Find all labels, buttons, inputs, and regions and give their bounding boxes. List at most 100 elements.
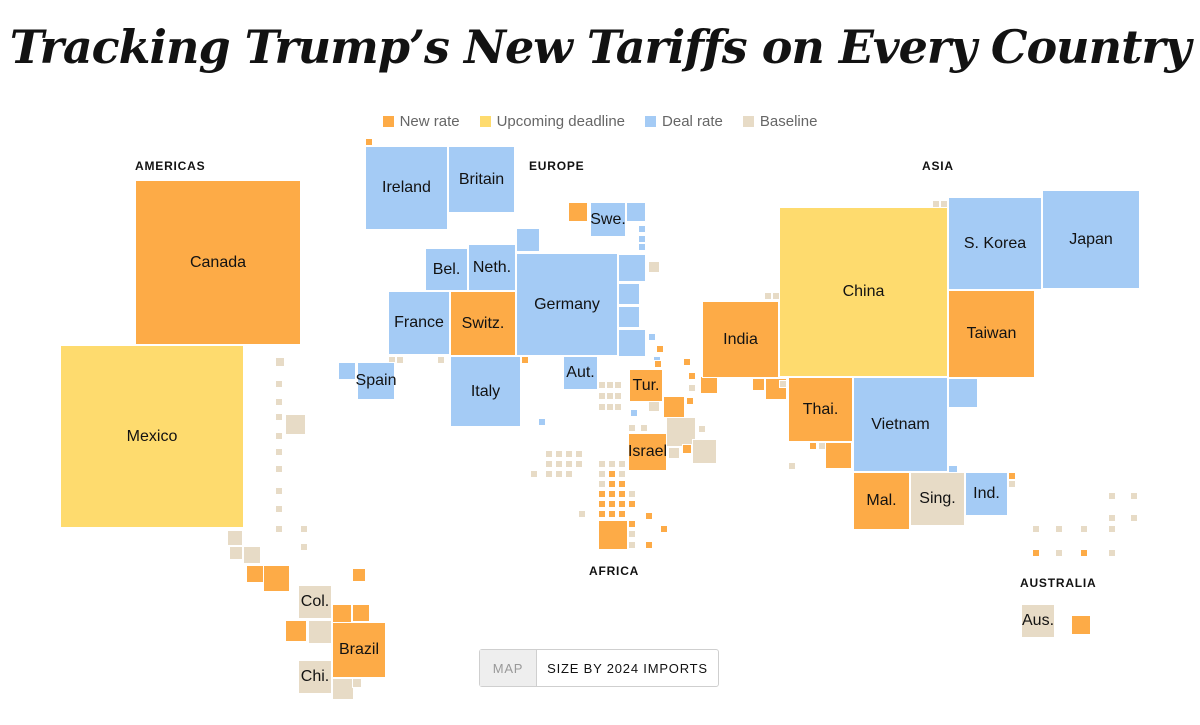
country-square[interactable] xyxy=(275,525,283,533)
country-square[interactable] xyxy=(275,357,285,367)
country-square[interactable] xyxy=(530,470,538,478)
map-view-button[interactable]: MAP xyxy=(480,650,537,686)
country-austria[interactable]: Aut. xyxy=(563,356,598,390)
country-square[interactable] xyxy=(578,510,586,518)
country-switzerland[interactable]: Switz. xyxy=(450,291,516,356)
country-square[interactable] xyxy=(555,460,563,468)
country-square[interactable] xyxy=(598,381,606,389)
country-italy[interactable]: Italy xyxy=(450,356,521,427)
country-square[interactable] xyxy=(565,460,573,468)
country-square[interactable] xyxy=(275,465,283,473)
country-square[interactable] xyxy=(598,490,606,498)
country-square[interactable] xyxy=(764,292,772,300)
country-square[interactable] xyxy=(275,380,283,388)
country-square[interactable] xyxy=(1108,492,1116,500)
country-malaysia[interactable]: Mal. xyxy=(853,472,910,530)
country-square[interactable] xyxy=(437,356,445,364)
country-square[interactable] xyxy=(1108,549,1116,557)
country-square[interactable] xyxy=(809,442,817,450)
country-square[interactable] xyxy=(648,261,660,273)
country-square[interactable] xyxy=(683,358,691,366)
country-square[interactable] xyxy=(628,530,636,538)
country-square[interactable] xyxy=(275,398,283,406)
country-square[interactable] xyxy=(1130,514,1138,522)
country-mexico[interactable]: Mexico xyxy=(60,345,244,528)
country-square[interactable] xyxy=(1032,525,1040,533)
country-square[interactable] xyxy=(538,418,546,426)
country-square[interactable] xyxy=(666,417,696,447)
country-square[interactable] xyxy=(1055,525,1063,533)
country-australia[interactable]: Aus. xyxy=(1021,604,1055,638)
country-square[interactable] xyxy=(656,345,664,353)
country-square[interactable] xyxy=(598,510,606,518)
country-chile[interactable]: Chi. xyxy=(298,660,332,694)
country-square[interactable] xyxy=(618,510,626,518)
country-square[interactable] xyxy=(555,450,563,458)
country-square[interactable] xyxy=(630,409,638,417)
country-square[interactable] xyxy=(598,500,606,508)
country-square[interactable] xyxy=(628,500,636,508)
country-square[interactable] xyxy=(618,500,626,508)
country-square[interactable] xyxy=(686,397,694,405)
country-square[interactable] xyxy=(1080,525,1088,533)
country-square[interactable] xyxy=(521,356,529,364)
country-south-korea[interactable]: S. Korea xyxy=(948,197,1042,290)
country-square[interactable] xyxy=(618,490,626,498)
country-square[interactable] xyxy=(275,413,283,421)
country-square[interactable] xyxy=(545,450,553,458)
country-square[interactable] xyxy=(598,470,606,478)
country-canada[interactable]: Canada xyxy=(135,180,301,345)
country-square[interactable] xyxy=(545,470,553,478)
country-square[interactable] xyxy=(516,228,540,252)
country-square[interactable] xyxy=(1080,549,1088,557)
country-square[interactable] xyxy=(598,460,606,468)
country-square[interactable] xyxy=(308,620,332,644)
country-singapore[interactable]: Sing. xyxy=(910,472,965,526)
country-square[interactable] xyxy=(229,546,243,560)
country-square[interactable] xyxy=(1008,480,1016,488)
country-square[interactable] xyxy=(275,487,283,495)
country-square[interactable] xyxy=(692,439,717,464)
country-square[interactable] xyxy=(628,541,636,549)
country-square[interactable] xyxy=(682,444,692,454)
country-square[interactable] xyxy=(243,546,261,564)
country-britain[interactable]: Britain xyxy=(448,146,515,213)
country-square[interactable] xyxy=(608,460,616,468)
country-square[interactable] xyxy=(275,505,283,513)
country-square[interactable] xyxy=(1008,472,1016,480)
country-square[interactable] xyxy=(1108,514,1116,522)
country-germany[interactable]: Germany xyxy=(516,253,618,356)
country-square[interactable] xyxy=(338,362,356,380)
country-square[interactable] xyxy=(618,460,626,468)
country-square[interactable] xyxy=(700,376,718,394)
country-square[interactable] xyxy=(618,254,646,282)
country-japan[interactable]: Japan xyxy=(1042,190,1140,289)
country-square[interactable] xyxy=(618,283,640,305)
country-thailand[interactable]: Thai. xyxy=(788,377,853,442)
country-square[interactable] xyxy=(618,480,626,488)
country-china[interactable]: China xyxy=(779,207,948,377)
country-square[interactable] xyxy=(608,510,616,518)
country-square[interactable] xyxy=(628,520,636,528)
country-spain[interactable]: Spain xyxy=(356,362,396,400)
country-square[interactable] xyxy=(663,396,685,418)
country-square[interactable] xyxy=(598,520,628,550)
country-square[interactable] xyxy=(779,380,787,388)
country-square[interactable] xyxy=(608,480,616,488)
country-square[interactable] xyxy=(606,381,614,389)
country-israel[interactable]: Israel xyxy=(628,433,667,471)
country-square[interactable] xyxy=(598,392,606,400)
country-square[interactable] xyxy=(285,620,307,642)
country-square[interactable] xyxy=(1130,492,1138,500)
country-square[interactable] xyxy=(614,392,622,400)
country-square[interactable] xyxy=(365,138,373,146)
country-square[interactable] xyxy=(275,432,283,440)
country-square[interactable] xyxy=(645,541,653,549)
country-square[interactable] xyxy=(668,447,680,459)
country-square[interactable] xyxy=(638,235,646,243)
country-square[interactable] xyxy=(640,424,648,432)
country-square[interactable] xyxy=(618,306,640,328)
country-square[interactable] xyxy=(568,202,588,222)
country-square[interactable] xyxy=(575,460,583,468)
country-square[interactable] xyxy=(618,470,626,478)
